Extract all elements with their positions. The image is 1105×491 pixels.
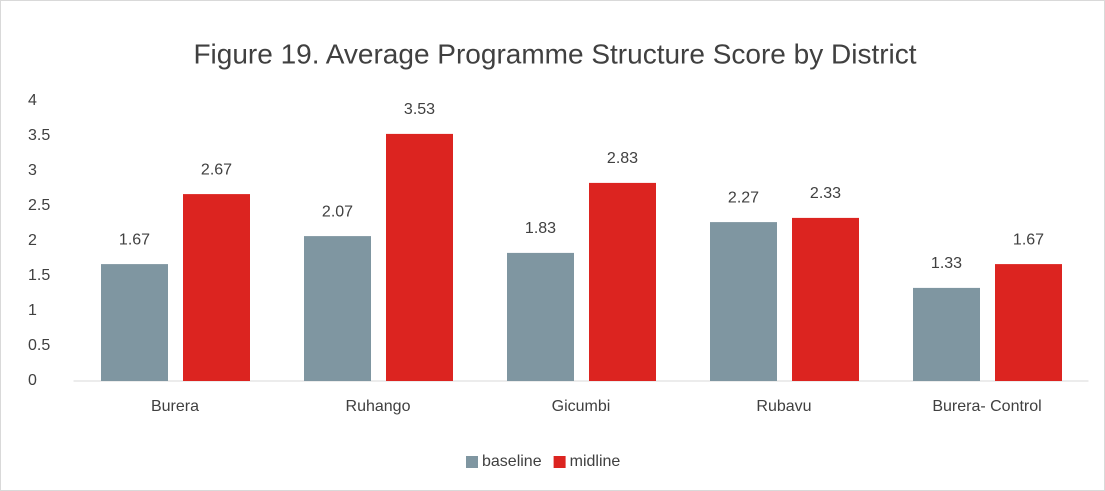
data-label: 2.83 xyxy=(607,150,638,167)
data-label: 2.27 xyxy=(728,189,759,206)
legend-swatch xyxy=(553,456,566,468)
y-tick-label: 4 xyxy=(28,92,37,109)
data-label: 3.53 xyxy=(404,101,435,118)
bar xyxy=(913,287,980,381)
y-tick-label: 0.5 xyxy=(28,337,50,354)
chart-title: Figure 19. Average Programme Structure S… xyxy=(193,38,916,69)
bar xyxy=(589,182,656,381)
data-label: 2.07 xyxy=(322,203,353,220)
x-tick-label: Rubavu xyxy=(756,398,811,415)
data-label: 1.33 xyxy=(931,255,962,272)
y-tick-label: 3.5 xyxy=(28,127,50,144)
x-tick-label: Burera xyxy=(151,398,199,415)
data-label: 2.33 xyxy=(810,185,841,202)
y-tick-label: 2.5 xyxy=(28,197,50,214)
bar xyxy=(386,133,453,381)
y-tick-label: 1 xyxy=(28,302,37,319)
data-label: 1.67 xyxy=(119,231,150,248)
bar xyxy=(995,264,1062,381)
bar xyxy=(101,264,168,381)
data-label: 1.67 xyxy=(1013,231,1044,248)
y-tick-label: 0 xyxy=(28,372,37,389)
bar xyxy=(183,194,250,381)
x-tick-label: Ruhango xyxy=(346,398,411,415)
x-tick-label: Burera- Control xyxy=(932,398,1041,415)
bar xyxy=(792,217,859,381)
y-tick-label: 2 xyxy=(28,232,37,249)
data-label: 1.83 xyxy=(525,220,556,237)
legend-label: baseline xyxy=(482,453,542,470)
y-tick-label: 3 xyxy=(28,162,37,179)
bar xyxy=(710,222,777,381)
legend-label: midline xyxy=(570,453,621,470)
data-label: 2.67 xyxy=(201,161,232,178)
y-tick-label: 1.5 xyxy=(28,267,50,284)
legend-swatch xyxy=(466,456,478,468)
bar xyxy=(304,236,371,381)
bar xyxy=(507,252,574,381)
x-tick-label: Gicumbi xyxy=(552,398,611,415)
